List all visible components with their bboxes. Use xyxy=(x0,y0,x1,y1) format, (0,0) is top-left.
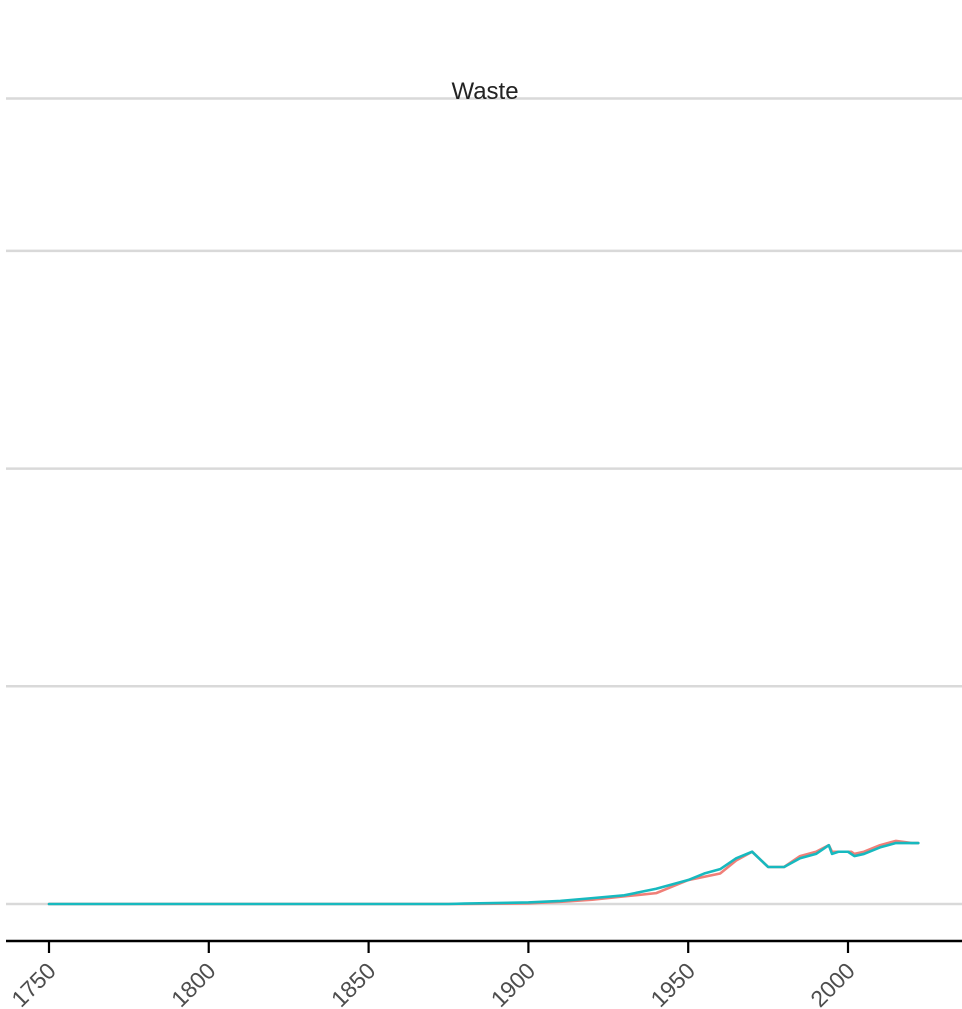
x-tick-label: 2000 xyxy=(805,957,860,1009)
x-tick-label: 1900 xyxy=(486,957,541,1009)
series-line-2 xyxy=(47,841,920,906)
x-tick-label: 1850 xyxy=(326,957,381,1009)
x-axis-ticks: 1750 1800 1850 1900 1950 2000 xyxy=(6,941,860,1009)
series-lines xyxy=(47,839,920,906)
chart-title: Waste xyxy=(451,78,518,105)
y-gridlines xyxy=(6,97,962,906)
x-tick-label: 1750 xyxy=(6,957,61,1009)
x-tick-label: 1800 xyxy=(166,957,221,1009)
x-tick-label: 1950 xyxy=(645,957,700,1009)
series-line-1 xyxy=(47,839,920,906)
